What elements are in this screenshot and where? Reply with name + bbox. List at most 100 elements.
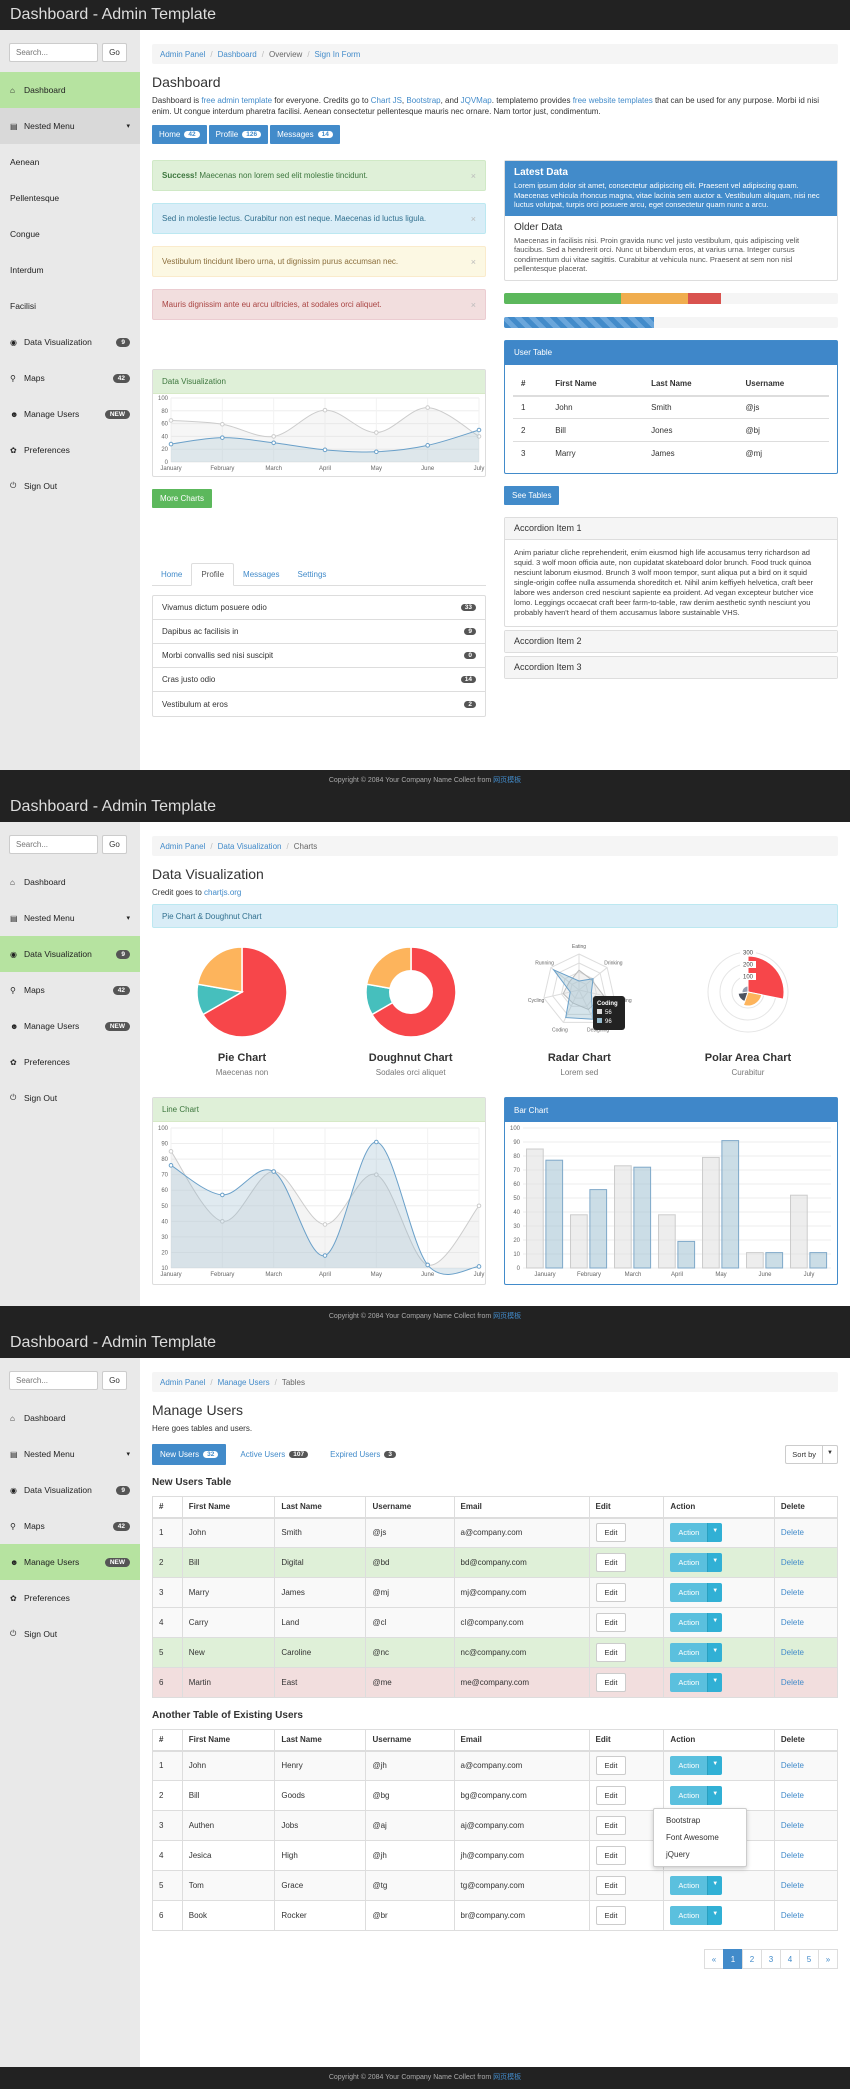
list-item[interactable]: Vestibulum at eros 2: [153, 692, 485, 716]
tab-profile[interactable]: Profile: [191, 563, 235, 586]
breadcrumb-admin[interactable]: Admin Panel: [160, 1377, 206, 1387]
sidebar-item-interdum[interactable]: Interdum: [0, 252, 140, 288]
breadcrumb-admin[interactable]: Admin Panel: [160, 841, 206, 851]
caret-down-icon[interactable]: ▼: [707, 1523, 723, 1543]
chevron-down-icon[interactable]: ▼: [823, 1445, 838, 1464]
edit-button[interactable]: Edit: [595, 1583, 627, 1602]
action-button[interactable]: Action▼: [670, 1613, 723, 1632]
sidebar-item-dashboard[interactable]: ⌂ Dashboard: [0, 1400, 140, 1436]
link-bootstrap[interactable]: Bootstrap: [406, 96, 441, 105]
sidebar-item-preferences[interactable]: ✿ Preferences: [0, 1580, 140, 1616]
home-pill[interactable]: Home 42: [152, 125, 207, 144]
sidebar-item-maps[interactable]: ⚲ Maps 42: [0, 360, 140, 396]
edit-button[interactable]: Edit: [595, 1906, 627, 1925]
delete-link[interactable]: Delete: [780, 1678, 804, 1687]
delete-link[interactable]: Delete: [780, 1881, 804, 1890]
tab-active-users[interactable]: Active Users 107: [232, 1444, 316, 1465]
delete-link[interactable]: Delete: [780, 1588, 804, 1597]
go-button[interactable]: Go: [102, 43, 127, 62]
breadcrumb-sign-in[interactable]: Sign In Form: [314, 49, 361, 59]
action-button[interactable]: Action▼: [670, 1583, 723, 1602]
edit-button[interactable]: Edit: [595, 1553, 627, 1572]
breadcrumb-data-visualization[interactable]: Data Visualization: [217, 841, 282, 851]
dropdown-item-font-awesome[interactable]: Font Awesome: [666, 1833, 719, 1842]
page-3[interactable]: 3: [761, 1949, 781, 1969]
action-button[interactable]: Action▼: [670, 1553, 723, 1572]
sidebar-item-sign-out[interactable]: ⏻ Sign Out: [0, 468, 140, 504]
caret-down-icon[interactable]: ▼: [707, 1673, 723, 1692]
edit-button[interactable]: Edit: [595, 1876, 627, 1895]
dropdown-item-bootstrap[interactable]: Bootstrap: [666, 1816, 701, 1825]
list-item[interactable]: Cras justo odio 14: [153, 668, 485, 692]
tab-expired-users[interactable]: Expired Users 3: [322, 1444, 404, 1465]
search-input[interactable]: [9, 43, 98, 62]
action-button[interactable]: Action▼: [670, 1673, 723, 1692]
action-button[interactable]: Action▼: [670, 1876, 723, 1895]
delete-link[interactable]: Delete: [780, 1851, 804, 1860]
sidebar-item-data-visualization[interactable]: ◉ Data Visualization 9: [0, 1472, 140, 1508]
sidebar-item-nested-menu[interactable]: ▤ Nested Menu ▾: [0, 900, 140, 936]
sidebar-item-data-visualization[interactable]: ◉ Data Visualization 9: [0, 324, 140, 360]
caret-down-icon[interactable]: ▼: [707, 1876, 723, 1895]
edit-button[interactable]: Edit: [595, 1756, 627, 1776]
delete-link[interactable]: Delete: [780, 1558, 804, 1567]
breadcrumb-manage-users[interactable]: Manage Users: [217, 1377, 270, 1387]
caret-down-icon[interactable]: ▼: [707, 1906, 723, 1925]
sidebar-item-nested-menu[interactable]: ▤ Nested Menu ▾: [0, 1436, 140, 1472]
link-templates[interactable]: free website templates: [572, 96, 653, 105]
sidebar-item-maps[interactable]: ⚲ Maps 42: [0, 972, 140, 1008]
edit-button[interactable]: Edit: [595, 1786, 627, 1805]
caret-down-icon[interactable]: ▼: [707, 1786, 723, 1805]
close-icon[interactable]: ×: [470, 170, 476, 181]
edit-button[interactable]: Edit: [595, 1673, 627, 1692]
edit-button[interactable]: Edit: [595, 1523, 627, 1543]
messages-pill[interactable]: Messages 14: [270, 125, 340, 144]
tab-messages[interactable]: Messages: [243, 569, 280, 579]
close-icon[interactable]: ×: [470, 213, 476, 224]
caret-down-icon[interactable]: ▼: [707, 1756, 723, 1776]
footer-link[interactable]: 网页模板: [493, 2074, 522, 2081]
search-input[interactable]: [9, 1371, 98, 1390]
sidebar-item-data-visualization[interactable]: ◉ Data Visualization 9: [0, 936, 140, 972]
sidebar-item-preferences[interactable]: ✿ Preferences: [0, 1044, 140, 1080]
accordion-item-3[interactable]: Accordion Item 3: [505, 656, 837, 678]
sidebar-item-manage-users[interactable]: ☻ Manage Users NEW: [0, 1008, 140, 1044]
sidebar-item-manage-users[interactable]: ☻ Manage Users NEW: [0, 396, 140, 432]
delete-link[interactable]: Delete: [780, 1648, 804, 1657]
dropdown-item-jquery[interactable]: jQuery: [666, 1850, 690, 1859]
sidebar-item-maps[interactable]: ⚲ Maps 42: [0, 1508, 140, 1544]
action-button[interactable]: Action▼: [670, 1756, 723, 1776]
caret-down-icon[interactable]: ▼: [707, 1553, 723, 1572]
page-1[interactable]: 1: [723, 1949, 743, 1969]
delete-link[interactable]: Delete: [780, 1821, 804, 1830]
action-button[interactable]: Action▼: [670, 1786, 723, 1805]
page-5[interactable]: 5: [799, 1949, 819, 1969]
caret-down-icon[interactable]: ▼: [707, 1643, 723, 1662]
accordion-item-1[interactable]: Accordion Item 1: [505, 517, 837, 539]
sidebar-item-aenean[interactable]: Aenean: [0, 144, 140, 180]
sidebar-item-facilisi[interactable]: Facilisi: [0, 288, 140, 324]
page-4[interactable]: 4: [780, 1949, 800, 1969]
footer-link[interactable]: 网页模板: [493, 777, 522, 784]
link-free-admin[interactable]: free admin template: [201, 96, 273, 105]
delete-link[interactable]: Delete: [780, 1911, 804, 1920]
search-input[interactable]: [9, 835, 98, 854]
action-button[interactable]: Action▼: [670, 1906, 723, 1925]
page-next[interactable]: »: [818, 1949, 838, 1969]
sidebar-item-pellentesque[interactable]: Pellentesque: [0, 180, 140, 216]
more-charts-button[interactable]: More Charts: [152, 489, 213, 508]
sidebar-item-dashboard[interactable]: ⌂ Dashboard: [0, 72, 140, 108]
edit-button[interactable]: Edit: [595, 1846, 627, 1865]
list-item[interactable]: Morbi convallis sed nisi suscipit 0: [153, 644, 485, 668]
page-prev[interactable]: «: [704, 1949, 724, 1969]
sidebar-item-preferences[interactable]: ✿ Preferences: [0, 432, 140, 468]
tab-settings[interactable]: Settings: [297, 569, 327, 579]
go-button[interactable]: Go: [102, 1371, 127, 1390]
page-2[interactable]: 2: [742, 1949, 762, 1969]
list-item[interactable]: Dapibus ac facilisis in 9: [153, 620, 485, 644]
chartjs-link[interactable]: chartjs.org: [204, 888, 242, 897]
action-button[interactable]: Action▼: [670, 1523, 723, 1543]
sort-dropdown[interactable]: Sort by ▼: [785, 1445, 838, 1464]
go-button[interactable]: Go: [102, 835, 127, 854]
caret-down-icon[interactable]: ▼: [707, 1583, 723, 1602]
